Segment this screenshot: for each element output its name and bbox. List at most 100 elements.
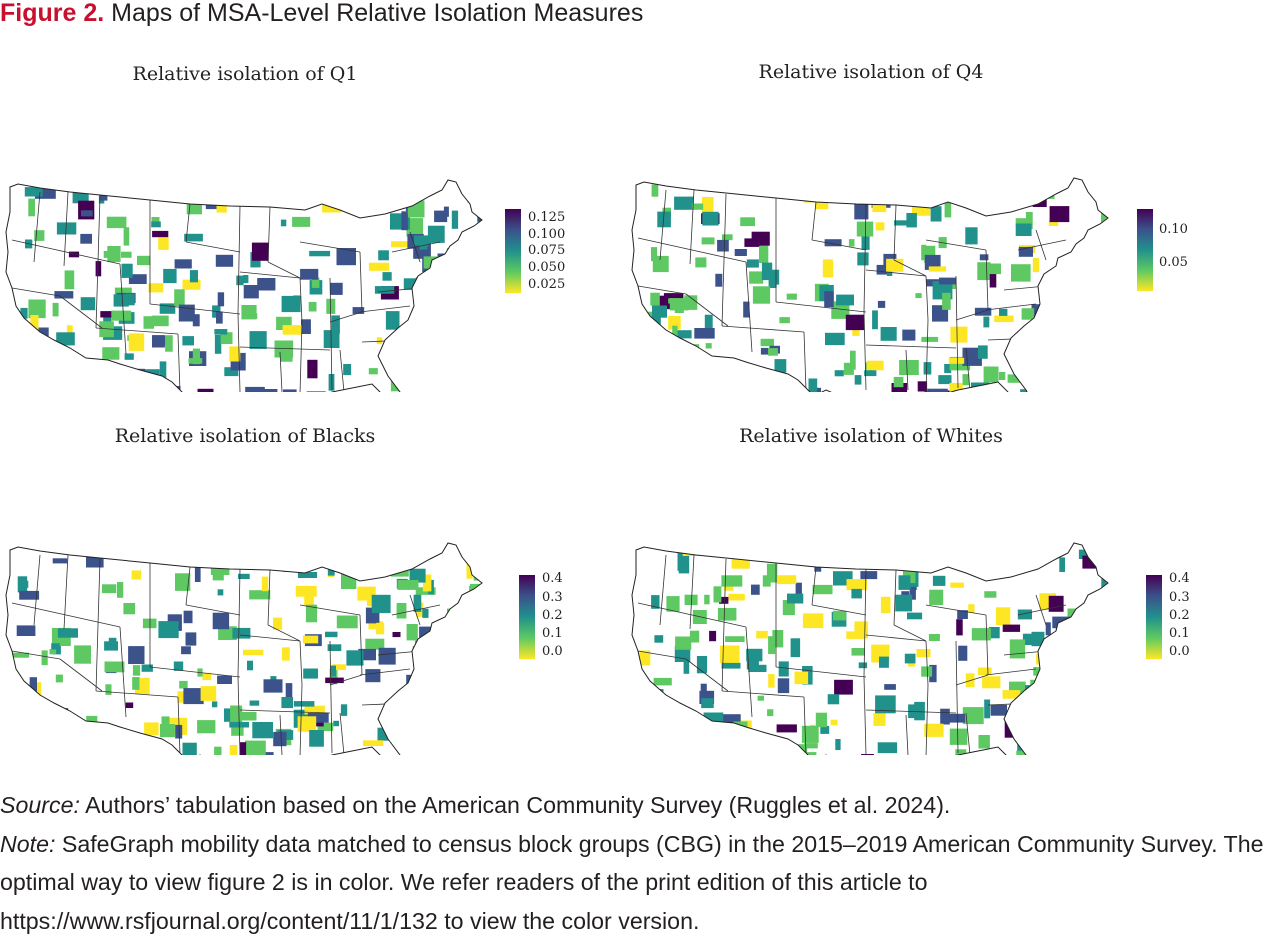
msa-region — [440, 624, 461, 634]
msa-region — [991, 705, 1007, 716]
msa-region — [68, 364, 85, 370]
msa-region — [1051, 370, 1062, 375]
msa-region — [328, 561, 335, 575]
msa-region — [706, 343, 712, 348]
msa-region — [1022, 308, 1035, 320]
msa-region — [212, 701, 217, 707]
msa-region — [650, 293, 660, 306]
msa-region — [424, 256, 444, 268]
msa-region — [999, 309, 1007, 316]
msa-region — [770, 551, 776, 562]
msa-region — [309, 730, 324, 747]
msa-region — [725, 636, 745, 642]
msa-region — [654, 678, 672, 686]
msa-region — [402, 730, 417, 741]
msa-region — [756, 631, 768, 639]
legend-tick: 0.2 — [542, 609, 563, 623]
msa-region — [375, 286, 394, 294]
msa-region — [1081, 348, 1102, 363]
msa-region — [921, 337, 938, 342]
msa-region — [186, 632, 197, 645]
msa-region — [377, 337, 382, 344]
msa-region — [755, 739, 764, 747]
msa-region — [466, 681, 484, 694]
msa-region — [961, 391, 970, 392]
msa-region — [1030, 680, 1045, 686]
msa-region — [262, 577, 268, 592]
msa-region — [1033, 188, 1047, 207]
msa-region — [122, 264, 133, 278]
msa-region — [1007, 713, 1027, 722]
msa-region — [752, 232, 770, 246]
msa-region — [868, 552, 882, 564]
msa-region — [927, 389, 948, 392]
msa-region — [1032, 632, 1045, 646]
msa-region — [74, 645, 91, 663]
msa-region — [102, 584, 116, 593]
msa-region — [652, 184, 659, 196]
msa-region — [462, 598, 477, 613]
msa-region — [128, 646, 144, 664]
msa-region — [751, 585, 760, 595]
msa-region — [907, 192, 920, 206]
msa-region — [162, 547, 172, 558]
msa-region — [304, 589, 314, 606]
msa-region — [668, 298, 675, 303]
msa-region — [963, 374, 970, 385]
msa-region — [942, 293, 951, 310]
msa-region — [855, 375, 862, 385]
msa-region — [245, 387, 265, 392]
msa-region — [872, 310, 878, 329]
msa-region — [476, 281, 484, 292]
msa-region — [96, 261, 102, 276]
msa-region — [241, 185, 249, 193]
msa-region — [950, 327, 967, 343]
msa-region — [984, 591, 996, 598]
msa-region — [477, 216, 488, 222]
msa-region — [929, 634, 940, 641]
msa-region — [873, 713, 885, 726]
msa-region — [667, 717, 685, 727]
msa-region — [984, 367, 999, 383]
msa-region — [1005, 719, 1015, 738]
msa-region — [175, 259, 192, 268]
legend-tick: 0.1 — [1169, 627, 1190, 641]
msa-region — [330, 283, 342, 295]
msa-region — [744, 387, 761, 392]
msa-region — [80, 234, 92, 244]
map-panel-q1: Relative isolation of Q1 0.125 0.100 0.0… — [0, 52, 640, 422]
msa-region — [407, 624, 418, 640]
msa-region — [402, 550, 421, 559]
msa-region — [735, 249, 747, 256]
source-label: Source: — [0, 792, 80, 818]
msa-region — [18, 688, 31, 697]
msa-region — [448, 319, 468, 336]
msa-region — [758, 696, 764, 701]
legend-tick: 0.10 — [1159, 223, 1188, 237]
source-line: Source: Authors’ tabulation based on the… — [0, 786, 1280, 825]
msa-region — [679, 556, 690, 574]
msa-region — [418, 295, 426, 304]
msa-region — [803, 613, 824, 628]
msa-region — [905, 654, 916, 664]
msa-region — [867, 361, 884, 371]
msa-region — [230, 706, 242, 723]
msa-region — [273, 732, 286, 746]
us-map-q1 — [0, 52, 500, 392]
msa-region — [471, 683, 486, 694]
msa-region — [181, 646, 191, 654]
legend-tick: 0.4 — [1169, 572, 1190, 586]
msa-region — [163, 269, 176, 283]
msa-region — [777, 575, 796, 584]
msa-region — [921, 666, 932, 676]
legend-bar-q4 — [1137, 209, 1153, 291]
msa-region — [929, 595, 939, 603]
msa-region — [1008, 198, 1023, 205]
msa-region — [1046, 622, 1051, 635]
msa-region — [972, 628, 991, 640]
msa-region — [387, 719, 401, 735]
msa-region — [111, 311, 131, 321]
msa-region — [1025, 685, 1044, 697]
msa-region — [419, 714, 426, 723]
msa-region — [373, 192, 381, 209]
